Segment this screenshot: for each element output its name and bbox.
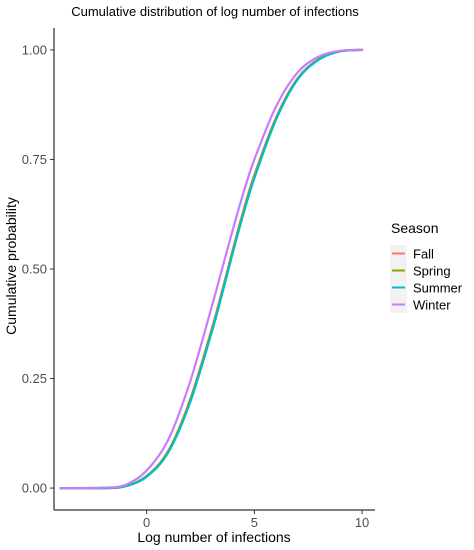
y-tick-label: 0.00 [22, 481, 47, 496]
legend-label-summer: Summer [413, 281, 463, 296]
x-tick-label: 5 [251, 515, 258, 530]
chart-title: Cumulative distribution of log number of… [71, 4, 359, 19]
y-tick-label: 0.75 [22, 152, 47, 167]
legend-label-spring: Spring [413, 264, 451, 279]
x-axis-title: Log number of infections [137, 529, 290, 545]
plot-area: 0.00 0.25 0.50 0.75 1.00 0 5 10 [22, 28, 375, 530]
x-tick-label: 0 [143, 515, 150, 530]
x-ticks: 0 5 10 [143, 510, 369, 530]
x-tick-label: 10 [355, 515, 369, 530]
series-line-winter [59, 48, 364, 490]
y-tick-label: 0.25 [22, 371, 47, 386]
y-axis-title: Cumulative probability [3, 197, 19, 335]
y-ticks: 0.00 0.25 0.50 0.75 1.00 [22, 42, 54, 496]
legend-label-winter: Winter [413, 298, 451, 313]
legend-title: Season [391, 220, 438, 236]
series-line-summer [59, 48, 364, 490]
series-line-fall [59, 48, 364, 490]
series-line-spring [59, 48, 364, 490]
series-group [59, 48, 364, 490]
y-tick-label: 0.50 [22, 262, 47, 277]
legend-label-fall: Fall [413, 247, 434, 262]
legend: Season Fall Spring Summer Winter [390, 220, 463, 313]
y-tick-label: 1.00 [22, 42, 47, 57]
legend-items: Fall Spring Summer Winter [390, 245, 463, 313]
